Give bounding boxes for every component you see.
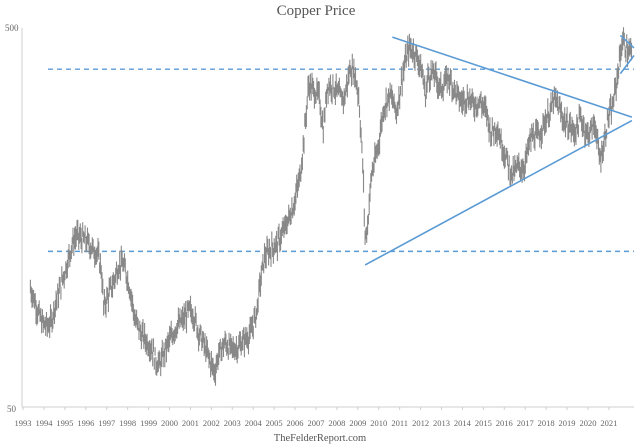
x-tick-label: 2002 (203, 418, 220, 428)
x-tick-label: 2001 (182, 418, 199, 428)
x-tick-label: 2018 (538, 418, 555, 428)
chart-title: Copper Price (277, 3, 356, 19)
x-tick-label: 2015 (475, 418, 492, 428)
x-tick-label: 2000 (161, 418, 178, 428)
price-series (29, 27, 633, 386)
x-tick-label: 2004 (245, 418, 263, 428)
x-axis-ticks: 1993 1994 1995 1996 1997 1998 1999 2000 2001 2002… (15, 407, 617, 428)
x-tick-label: 2007 (307, 418, 324, 428)
x-tick-label: 1996 (77, 418, 94, 428)
trendline-4 (619, 34, 635, 49)
x-tick-label: 2013 (433, 418, 450, 428)
x-tick-label: 2003 (224, 418, 241, 428)
x-tick-label: 1995 (56, 418, 73, 428)
x-tick-label: 2010 (370, 418, 387, 428)
x-tick-label: 2020 (579, 418, 596, 428)
x-tick-label: 1997 (98, 418, 115, 428)
price-bars (29, 27, 633, 386)
x-tick-label: 1998 (119, 418, 136, 428)
x-tick-label: 2014 (454, 418, 472, 428)
plot-area (29, 27, 635, 386)
x-tick-label: 2016 (496, 418, 513, 428)
x-tick-label: 1993 (15, 418, 32, 428)
x-tick-label: 2019 (559, 418, 576, 428)
source-credit: TheFelderReport.com (274, 433, 366, 444)
x-tick-label: 2006 (287, 418, 304, 428)
trendline-2 (392, 36, 633, 118)
x-tick-label: 2012 (412, 418, 429, 428)
y-tick-label-bottom: 50 (7, 404, 17, 414)
x-tick-label: 2008 (328, 418, 345, 428)
x-tick-label: 2005 (266, 418, 283, 428)
x-tick-label: 2021 (600, 418, 617, 428)
x-tick-label: 2009 (349, 418, 366, 428)
trendline-1 (364, 119, 633, 266)
x-tick-label: 1999 (140, 418, 157, 428)
y-tick-label-top: 500 (5, 23, 19, 33)
trendline-3 (619, 55, 635, 75)
x-tick-label: 2011 (391, 418, 408, 428)
x-tick-label: 2017 (517, 418, 534, 428)
x-tick-label: 1994 (35, 418, 53, 428)
